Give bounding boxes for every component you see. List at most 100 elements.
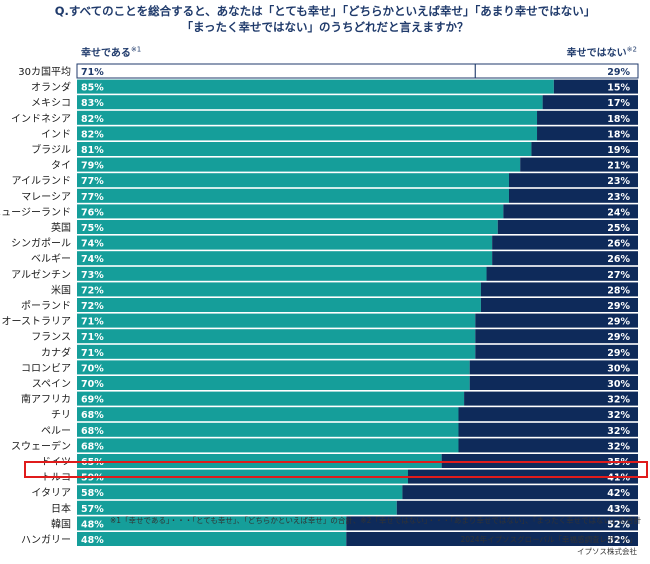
- data-label-unhappy: 32%: [607, 441, 630, 452]
- data-label-happy: 68%: [81, 410, 104, 421]
- bar-unhappy: [407, 469, 638, 484]
- data-label-unhappy: 52%: [607, 519, 630, 530]
- data-label-happy: 83%: [81, 98, 104, 109]
- bar-happy: [77, 235, 493, 250]
- bar-unhappy: [553, 79, 638, 94]
- bar-unhappy: [402, 485, 638, 500]
- data-label-happy: 65%: [81, 457, 104, 468]
- legend-unhappy-label: 幸せではない: [566, 48, 627, 59]
- category-label: ポーランド: [21, 300, 71, 312]
- category-label: スペイン: [32, 379, 71, 390]
- data-label-happy: 74%: [81, 239, 104, 250]
- data-label-happy: 82%: [81, 129, 104, 140]
- bar-happy: [77, 469, 408, 484]
- category-label: 日本: [51, 502, 71, 515]
- data-label-happy: 74%: [81, 254, 104, 265]
- bar-unhappy: [503, 204, 638, 219]
- bar-unhappy: [396, 500, 638, 515]
- data-label-happy: 73%: [81, 270, 104, 281]
- bar-unhappy: [346, 516, 638, 531]
- category-label: アルゼンチン: [11, 269, 71, 281]
- data-label-happy: 71%: [81, 348, 104, 359]
- bar-happy: [77, 438, 459, 453]
- data-label-unhappy: 25%: [607, 223, 630, 234]
- legend-unhappy-note: ※2: [626, 45, 637, 54]
- chart-title-line-1: Q.すべてのことを総合すると、あなたは「とても幸せ」「どちらかといえば幸せ」「あ…: [54, 4, 596, 18]
- bar-happy: [77, 282, 481, 297]
- bar-unhappy: [464, 391, 638, 406]
- data-label-unhappy: 19%: [607, 145, 630, 156]
- data-label-happy: 58%: [81, 488, 104, 499]
- data-label-happy: 75%: [81, 223, 104, 234]
- data-label-unhappy: 23%: [607, 176, 630, 187]
- data-label-unhappy: 21%: [607, 161, 630, 172]
- bar-happy: [77, 516, 347, 531]
- data-label-happy: 71%: [81, 67, 104, 78]
- bar-happy: [77, 532, 347, 546]
- data-label-happy: 79%: [81, 161, 104, 172]
- source-credit: 2024年イプソスグローバル「幸福感調査レポート」: [460, 535, 637, 544]
- category-label: ハンガリー: [21, 534, 71, 546]
- data-label-unhappy: 30%: [607, 363, 630, 374]
- category-label: 南アフリカ: [21, 393, 71, 406]
- data-label-happy: 70%: [81, 363, 104, 374]
- bar-unhappy: [492, 251, 638, 266]
- category-label: インド: [41, 129, 71, 140]
- category-label: ペルー: [41, 426, 71, 437]
- data-label-happy: 69%: [81, 395, 104, 406]
- category-label: カナダ: [41, 346, 71, 359]
- data-label-happy: 77%: [81, 192, 104, 203]
- data-label-unhappy: 29%: [607, 67, 630, 78]
- publisher-credit: イプソス株式会社: [577, 547, 637, 556]
- data-label-unhappy: 26%: [607, 239, 630, 250]
- data-label-happy: 85%: [81, 83, 104, 94]
- legend-unhappy: 幸せではない※2: [567, 44, 637, 59]
- bar-happy: [77, 391, 465, 406]
- bar-happy: [77, 142, 532, 156]
- data-label-unhappy: 27%: [607, 270, 630, 281]
- category-label: インドネシア: [11, 113, 71, 125]
- data-label-happy: 77%: [81, 176, 104, 187]
- data-label-unhappy: 24%: [607, 207, 630, 218]
- data-label-happy: 59%: [81, 473, 104, 484]
- data-label-unhappy: 29%: [607, 317, 630, 328]
- data-label-unhappy: 18%: [607, 129, 630, 140]
- category-label: ブラジル: [31, 143, 71, 156]
- data-label-happy: 68%: [81, 426, 104, 437]
- category-label: アイルランド: [12, 175, 72, 187]
- chart-title-line-2: 「まったく幸せではない」のうちどれだと言えますか？: [181, 20, 469, 34]
- bar-happy: [77, 344, 476, 359]
- bar-unhappy: [458, 422, 638, 437]
- bar-happy: [77, 329, 476, 344]
- legend-happy: 幸せである※1: [81, 44, 141, 59]
- bar-unhappy: [480, 282, 638, 297]
- data-label-unhappy: 17%: [607, 98, 630, 109]
- data-label-happy: 81%: [81, 145, 104, 156]
- data-label-happy: 72%: [81, 301, 104, 312]
- bar-happy: [77, 313, 476, 328]
- bar-unhappy: [537, 110, 638, 125]
- category-label: オランダ: [31, 81, 71, 94]
- bar-happy: [77, 454, 442, 468]
- data-label-happy: 71%: [81, 317, 104, 328]
- bar-unhappy: [508, 188, 638, 203]
- data-label-unhappy: 32%: [607, 426, 630, 437]
- bar-happy: [77, 376, 470, 390]
- data-label-unhappy: 28%: [607, 285, 630, 296]
- category-label: 30カ国平均: [18, 66, 71, 78]
- bar-unhappy: [475, 344, 638, 359]
- data-label-happy: 57%: [81, 504, 104, 515]
- bar-unhappy: [458, 438, 638, 453]
- category-label: フランス: [31, 331, 71, 343]
- bar-unhappy: [497, 220, 638, 234]
- category-label: ベルギー: [31, 253, 71, 265]
- data-label-happy: 68%: [81, 441, 104, 452]
- bar-happy: [77, 220, 498, 234]
- category-label: タイ: [51, 160, 71, 172]
- data-label-unhappy: 52%: [607, 535, 630, 546]
- bar-happy: [77, 173, 509, 188]
- category-label: コロンビア: [21, 362, 71, 374]
- data-label-unhappy: 29%: [607, 332, 630, 343]
- bar-unhappy: [520, 157, 638, 172]
